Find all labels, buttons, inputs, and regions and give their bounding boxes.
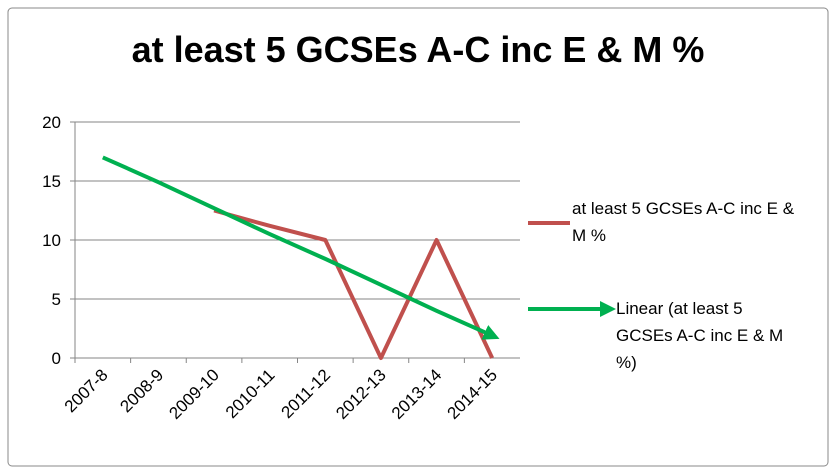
y-tick-label: 10 bbox=[42, 231, 61, 250]
y-tick-label: 20 bbox=[42, 113, 61, 132]
y-tick-label: 15 bbox=[42, 172, 61, 191]
series-line bbox=[101, 155, 500, 340]
series-line bbox=[213, 208, 494, 360]
legend-label: Linear (at least 5 GCSEs A-C inc E & M %… bbox=[616, 299, 784, 372]
chart-title: at least 5 GCSEs A-C inc E & M % bbox=[132, 29, 705, 70]
legend-label: at least 5 GCSEs A-C inc E & M % bbox=[572, 199, 795, 245]
y-tick-label: 0 bbox=[52, 349, 61, 368]
y-tick-label: 5 bbox=[52, 290, 61, 309]
